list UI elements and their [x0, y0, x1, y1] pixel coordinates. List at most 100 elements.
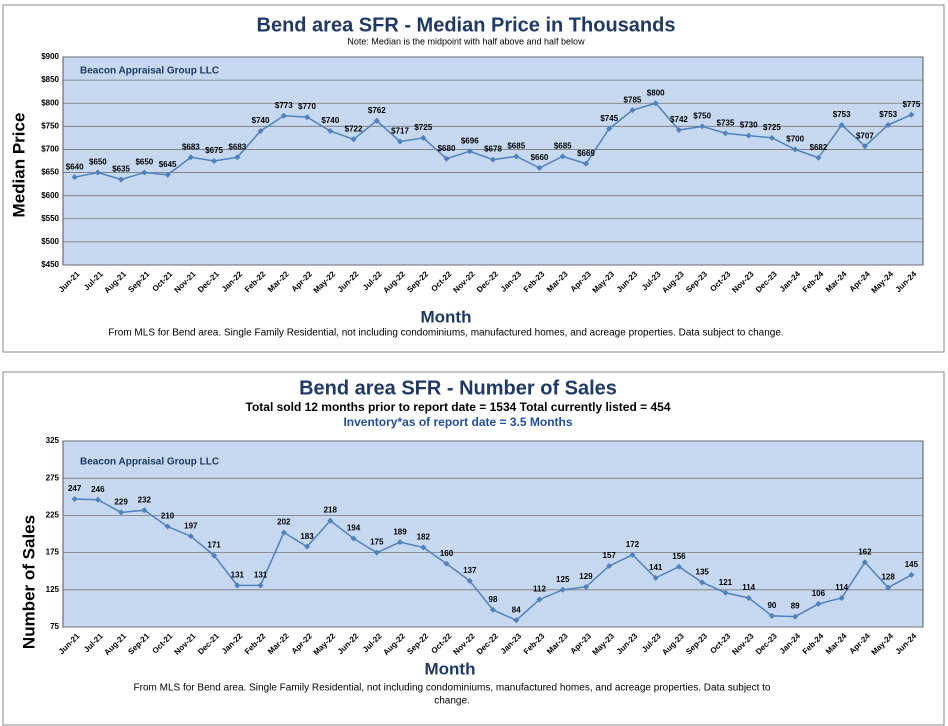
y-tick-label: 75 [50, 622, 59, 631]
data-label: 218 [324, 506, 338, 515]
data-label: $660 [531, 153, 549, 162]
data-label: $745 [600, 114, 618, 123]
data-label: $722 [345, 124, 363, 133]
data-label: 135 [696, 567, 710, 576]
data-label: $730 [740, 121, 758, 130]
data-point [466, 577, 473, 584]
data-label: 229 [114, 498, 128, 507]
data-point [838, 594, 845, 601]
data-label: 202 [277, 518, 291, 527]
y-tick-label: 125 [46, 585, 60, 594]
footnote: From MLS for Bend area. Single Family Re… [134, 683, 771, 694]
y-axis-title: Median Price [9, 113, 28, 218]
data-label: $685 [507, 141, 525, 150]
data-label: 114 [742, 583, 755, 592]
footnote: From MLS for Bend area. Single Family Re… [108, 328, 783, 339]
data-point [513, 153, 520, 160]
data-label: $753 [833, 110, 851, 119]
data-point [885, 121, 892, 128]
y-tick-label: $550 [41, 214, 59, 223]
watermark: Beacon Appraisal Group LLC [80, 457, 219, 468]
x-axis-title: Month [425, 659, 476, 678]
data-label: 183 [300, 532, 314, 541]
data-point [397, 138, 404, 145]
data-label: $770 [298, 102, 316, 111]
data-label: $650 [135, 158, 153, 167]
data-label: 131 [231, 570, 245, 579]
y-tick-label: $900 [41, 52, 59, 61]
data-label: 210 [161, 512, 175, 521]
data-label: 137 [463, 566, 477, 575]
data-point [187, 154, 194, 161]
data-point [71, 496, 78, 503]
chart-title: Bend area SFR - Number of Sales [299, 377, 617, 399]
y-tick-label: $750 [41, 121, 59, 130]
footnote: change. [434, 696, 470, 707]
data-point [722, 589, 729, 596]
data-point [675, 127, 682, 134]
data-point [768, 134, 775, 141]
data-point [211, 552, 218, 559]
data-point [582, 160, 589, 167]
data-point [699, 579, 706, 586]
data-label: $650 [89, 158, 107, 167]
data-point [629, 107, 636, 114]
data-point [629, 551, 636, 558]
data-point [94, 496, 101, 503]
data-point [861, 559, 868, 566]
data-label: $635 [112, 165, 130, 174]
data-point [792, 146, 799, 153]
y-tick-label: $500 [41, 237, 59, 246]
y-axis-title: Number of Sales [19, 515, 38, 649]
data-point [606, 562, 613, 569]
data-point [397, 539, 404, 546]
data-label: 106 [812, 589, 826, 598]
data-point [559, 153, 566, 160]
data-label: 112 [533, 585, 546, 594]
data-point [164, 523, 171, 530]
data-point [234, 582, 241, 589]
data-label: $700 [786, 135, 804, 144]
data-label: $640 [66, 162, 84, 171]
y-tick-label: 175 [46, 548, 60, 557]
data-label: $773 [275, 101, 293, 110]
data-label: 141 [649, 563, 663, 572]
data-point [861, 143, 868, 150]
data-label: 156 [672, 552, 686, 561]
data-point [466, 148, 473, 155]
data-point [373, 549, 380, 556]
data-point [280, 529, 287, 536]
data-point [118, 509, 125, 516]
data-point [908, 111, 915, 118]
y-tick-label: 225 [46, 511, 60, 520]
data-label: $725 [763, 123, 781, 132]
data-point [745, 594, 752, 601]
data-label: $775 [902, 100, 920, 109]
data-label: 172 [626, 540, 640, 549]
y-tick-label: $650 [41, 168, 59, 177]
data-point [141, 169, 148, 176]
data-label: 232 [138, 495, 152, 504]
data-point [582, 583, 589, 590]
data-label: $683 [228, 142, 246, 151]
data-label: $680 [438, 144, 456, 153]
y-tick-label: 325 [46, 436, 60, 445]
data-point [94, 169, 101, 176]
data-point [536, 164, 543, 171]
data-point [722, 130, 729, 137]
data-point [257, 127, 264, 134]
data-label: $707 [856, 131, 874, 140]
data-point [187, 533, 194, 540]
data-point [745, 132, 752, 139]
data-label: 121 [719, 578, 733, 587]
data-label: $669 [577, 149, 595, 158]
data-label: 90 [767, 601, 776, 610]
chart-subtitle: Inventory*as of report date = 3.5 Months [343, 415, 572, 429]
data-label: 189 [393, 527, 407, 536]
data-label: 98 [489, 595, 498, 604]
data-point [768, 612, 775, 619]
data-point [559, 586, 566, 593]
data-point [141, 507, 148, 514]
data-point [606, 125, 613, 132]
